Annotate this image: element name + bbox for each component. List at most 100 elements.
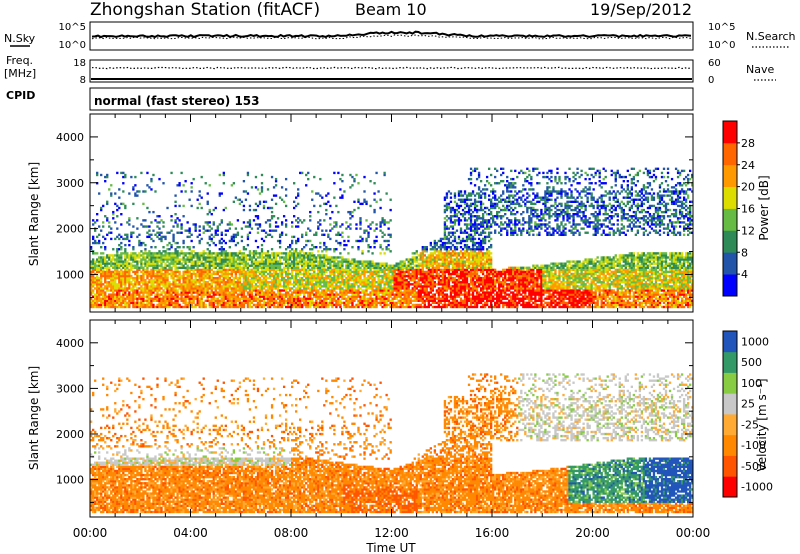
power-cell: [313, 272, 316, 276]
power-cell: [126, 254, 129, 257]
power-cell: [359, 266, 362, 269]
power-cell: [427, 297, 430, 300]
power-cell: [178, 182, 181, 185]
power-cell: [447, 246, 451, 249]
power-cell: [282, 289, 286, 292]
power-cell: [301, 264, 304, 267]
power-cell: [421, 254, 424, 257]
power-cell: [216, 281, 219, 284]
power-cell: [433, 285, 437, 288]
power-cell: [158, 177, 161, 181]
power-cell: [236, 219, 240, 222]
power-cell: [415, 258, 418, 261]
power-cell: [268, 287, 272, 290]
power-cell: [146, 171, 149, 175]
power-cell: [325, 276, 328, 280]
power-cell: [258, 192, 262, 195]
power-cell: [385, 264, 388, 267]
power-cell: [353, 279, 356, 282]
power-cell: [252, 276, 256, 280]
power-cell: [142, 225, 145, 228]
power-cell: [174, 291, 177, 294]
power-cell: [437, 246, 441, 249]
power-cell: [242, 301, 246, 305]
power-cell: [393, 272, 396, 276]
power-cell: [443, 260, 447, 263]
power-cell: [174, 283, 177, 286]
power-cell: [156, 221, 159, 224]
power-cell: [309, 260, 312, 263]
power-cell: [246, 235, 250, 239]
power-cell: [98, 264, 101, 267]
power-cell: [355, 274, 358, 278]
power-cell: [423, 305, 426, 309]
power-cell: [361, 272, 364, 276]
power-cell: [102, 274, 105, 278]
power-cell: [272, 268, 276, 272]
power-cell: [335, 274, 338, 278]
power-cell: [154, 254, 157, 257]
power-cell: [445, 204, 449, 208]
power-cell: [393, 285, 396, 288]
power-cell: [210, 287, 213, 290]
power-cell: [286, 281, 290, 284]
power-cell: [337, 270, 340, 274]
power-cell: [250, 260, 254, 263]
nave-tick-bottom: 0: [708, 75, 714, 86]
power-cell: [385, 279, 388, 282]
power-cell: [90, 303, 93, 307]
power-cell: [134, 279, 137, 282]
power-cell: [170, 246, 173, 249]
power-cell: [102, 301, 105, 305]
power-cell: [168, 299, 171, 302]
power-cell: [286, 264, 290, 267]
power-cell: [343, 305, 346, 309]
power-cell: [216, 301, 219, 305]
power-cell: [242, 260, 246, 263]
power-cell: [248, 274, 252, 278]
power-cell: [244, 279, 248, 282]
power-cell: [291, 272, 294, 276]
power-cell: [276, 268, 280, 272]
power-cell: [381, 231, 384, 234]
power-cell: [262, 295, 266, 298]
power-cell: [116, 276, 119, 280]
power-cell: [246, 225, 250, 228]
power-cell: [375, 235, 378, 239]
power-cell: [365, 200, 368, 203]
power-cell: [124, 289, 127, 292]
power-cell: [182, 256, 185, 259]
power-cell: [315, 285, 318, 288]
power-cell: [391, 266, 394, 269]
power-cell: [313, 175, 316, 179]
power-cell: [188, 303, 191, 307]
power-cell: [182, 246, 185, 249]
power-cell: [443, 297, 447, 300]
power-cell: [417, 303, 420, 307]
power-cell: [176, 297, 179, 300]
power-cell: [90, 279, 93, 282]
power-cell: [407, 299, 410, 302]
power-cell: [180, 289, 183, 292]
power-cell: [234, 196, 238, 199]
power-cell: [112, 283, 115, 286]
power-cell: [164, 281, 167, 284]
power-cell: [276, 225, 280, 228]
power-cell: [206, 192, 209, 195]
power-cell: [206, 274, 209, 278]
power-cell: [168, 272, 171, 276]
power-cell: [319, 303, 322, 307]
power-cell: [433, 299, 437, 302]
power-cell: [305, 264, 308, 267]
power-cell: [162, 276, 165, 280]
power-cell: [228, 303, 231, 307]
power-cell: [367, 260, 370, 263]
power-cell: [270, 279, 274, 282]
power-cell: [200, 303, 203, 307]
power-cell: [288, 272, 292, 276]
power-cell: [331, 227, 334, 230]
power-cell: [232, 258, 236, 261]
power-cell: [234, 301, 238, 305]
power-cell: [427, 285, 430, 288]
power-cell: [136, 281, 139, 284]
